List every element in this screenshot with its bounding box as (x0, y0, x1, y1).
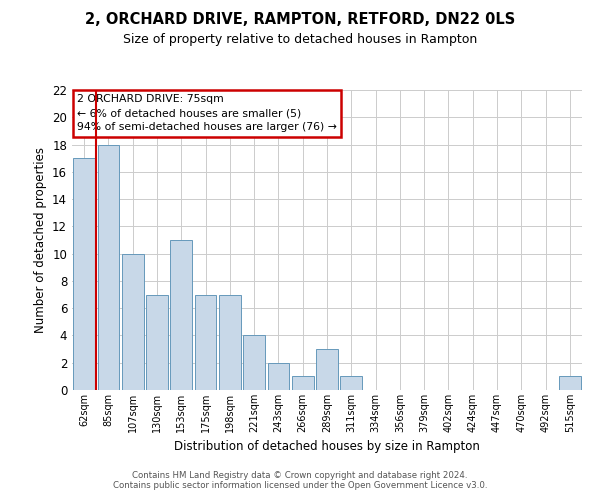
Text: Contains HM Land Registry data © Crown copyright and database right 2024.
Contai: Contains HM Land Registry data © Crown c… (113, 470, 487, 490)
Bar (219, 294, 241, 390)
Text: 2, ORCHARD DRIVE, RAMPTON, RETFORD, DN22 0LS: 2, ORCHARD DRIVE, RAMPTON, RETFORD, DN22… (85, 12, 515, 28)
Bar (559, 376, 581, 390)
Bar (340, 376, 362, 390)
Bar (122, 254, 143, 390)
Text: Size of property relative to detached houses in Rampton: Size of property relative to detached ho… (123, 32, 477, 46)
Bar (292, 376, 314, 390)
Bar (194, 294, 217, 390)
Y-axis label: Number of detached properties: Number of detached properties (34, 147, 47, 333)
Bar (146, 294, 168, 390)
X-axis label: Distribution of detached houses by size in Rampton: Distribution of detached houses by size … (174, 440, 480, 454)
Bar (170, 240, 192, 390)
Bar (73, 158, 95, 390)
Bar (268, 362, 289, 390)
Bar (316, 349, 338, 390)
Bar (243, 336, 265, 390)
Text: 2 ORCHARD DRIVE: 75sqm
← 6% of detached houses are smaller (5)
94% of semi-detac: 2 ORCHARD DRIVE: 75sqm ← 6% of detached … (77, 94, 337, 132)
Bar (97, 144, 119, 390)
